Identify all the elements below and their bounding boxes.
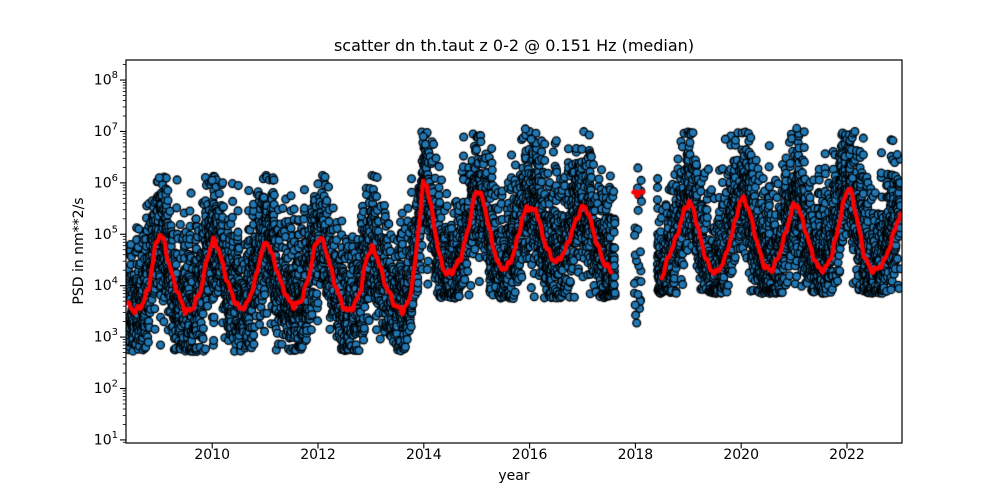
x-tick-label: 2012	[300, 447, 336, 463]
y-tick-label: 105	[94, 224, 118, 243]
x-tick-label: 2016	[512, 447, 548, 463]
y-tick-label: 101	[94, 430, 118, 449]
chart-title: scatter dn th.taut z 0-2 @ 0.151 Hz (med…	[333, 36, 695, 55]
x-tick-label: 2018	[618, 447, 654, 463]
x-tick-label: 2020	[723, 447, 759, 463]
y-tick-label: 102	[94, 379, 118, 398]
y-tick-label: 108	[94, 70, 118, 89]
y-axis-label: PSD in nm**2/s	[71, 197, 87, 305]
x-tick-label: 2010	[194, 447, 230, 463]
y-tick-label: 104	[94, 276, 118, 295]
y-tick-label: 107	[94, 121, 118, 140]
x-axis-label: year	[498, 468, 530, 484]
x-tick-label: 2014	[406, 447, 442, 463]
x-tick-label: 2022	[829, 447, 865, 463]
y-tick-label: 106	[94, 173, 118, 192]
plot-frame	[125, 59, 903, 444]
y-tick-label: 103	[94, 327, 118, 346]
